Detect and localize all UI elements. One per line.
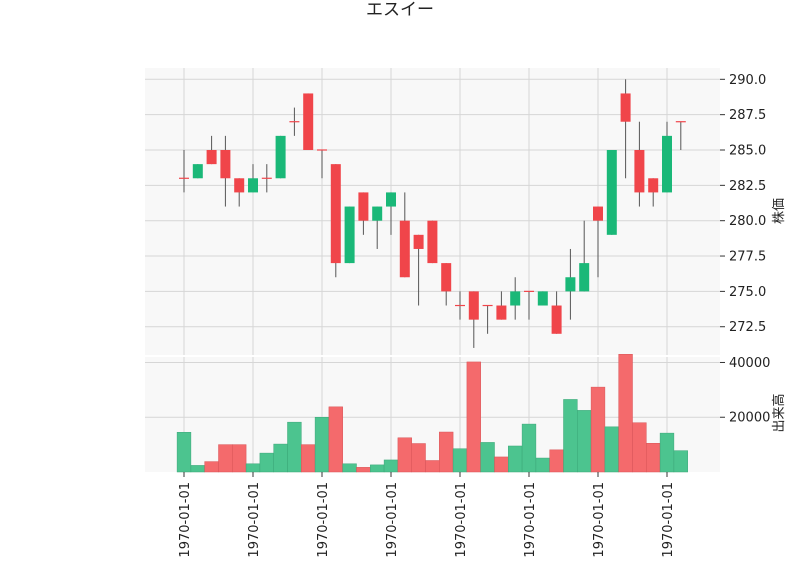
candle-body — [248, 178, 258, 193]
x-tick-label: 1970-01-01 — [454, 482, 469, 558]
volume-bar — [287, 421, 302, 473]
volume-bar — [397, 437, 412, 473]
candle-body — [303, 93, 314, 150]
x-tick-label: 1970-01-01 — [661, 482, 676, 558]
volume-bar — [590, 386, 606, 473]
volume-bar — [328, 406, 343, 473]
x-tick-label: 1970-01-01 — [316, 482, 331, 558]
volume-bar — [466, 361, 481, 473]
volume-bar — [301, 444, 316, 473]
candle-body — [510, 291, 521, 306]
price-tick-label: 280.0 — [729, 214, 766, 229]
volume-bar — [632, 422, 647, 473]
candle-body — [648, 178, 659, 193]
candle-body — [579, 263, 590, 292]
volume-bar — [176, 432, 192, 473]
volume-bar — [425, 460, 440, 473]
volume-bar — [577, 410, 592, 473]
volume-bar — [508, 445, 523, 473]
candle-body — [413, 234, 424, 249]
volume-bar — [342, 463, 357, 473]
volume-panel: 20000 40000 — [145, 354, 770, 473]
candle-body — [220, 150, 231, 179]
volume-bar — [356, 467, 371, 473]
x-tick-label: 1970-01-01 — [247, 482, 262, 558]
volume-bar — [190, 465, 205, 473]
candle-body — [662, 135, 672, 193]
candle-body — [468, 291, 479, 320]
volume-bar — [273, 443, 288, 473]
volume-bar — [646, 443, 661, 473]
volume-tick-label: 40000 — [729, 356, 770, 371]
candle-body — [358, 192, 369, 221]
volume-bar — [411, 443, 426, 473]
volume-axis-label: 出来高 — [771, 393, 787, 432]
volume-bar — [218, 444, 233, 473]
candle-body — [399, 220, 410, 278]
price-tick-label: 275.0 — [729, 285, 766, 300]
candle-body — [234, 178, 245, 193]
candle-body — [427, 220, 438, 264]
x-tick-label: 1970-01-01 — [592, 482, 607, 558]
candle-body — [551, 305, 562, 334]
volume-bar — [659, 432, 675, 473]
volume-bar — [535, 457, 550, 473]
price-tick-label: 272.5 — [729, 320, 766, 335]
volume-bar — [245, 463, 261, 473]
volume-bar — [370, 464, 385, 473]
candle-body — [386, 192, 396, 207]
candle-body — [537, 291, 548, 306]
candle-body — [330, 164, 341, 264]
volume-bar — [259, 452, 274, 473]
price-panel: 272.5 275.0 277.5 280.0 282.5 285.0 287.5 290.0 — [145, 68, 766, 355]
candle-body — [496, 305, 507, 320]
volume-bar — [604, 426, 619, 473]
volume-bar — [563, 399, 578, 473]
volume-bar — [439, 431, 454, 473]
volume-bar — [383, 459, 399, 473]
volume-bar — [232, 444, 247, 473]
price-plot-area — [145, 68, 720, 355]
price-axis-label: 株価 — [772, 198, 787, 224]
price-tick-label: 282.5 — [729, 179, 766, 194]
candle-body — [275, 135, 286, 179]
price-tick-label: 285.0 — [729, 144, 766, 159]
volume-bar — [480, 442, 495, 473]
x-tick-label: 1970-01-01 — [178, 482, 193, 558]
candle-body — [565, 277, 576, 292]
candle-body — [620, 93, 631, 122]
volume-bar — [549, 449, 564, 473]
candle-body — [372, 206, 383, 221]
x-tick-label: 1970-01-01 — [385, 482, 400, 558]
volume-bar — [204, 461, 219, 473]
price-tick-label: 287.5 — [729, 108, 766, 123]
candle-body — [634, 150, 645, 193]
candle-body — [344, 206, 355, 264]
volume-bar — [314, 416, 330, 473]
volume-tick-label: 20000 — [729, 411, 770, 426]
volume-bar — [452, 448, 468, 473]
volume-bar — [521, 423, 537, 473]
candle-body — [593, 206, 603, 221]
candle-body — [441, 263, 452, 292]
candle-body — [192, 164, 203, 179]
volume-bar — [673, 450, 688, 473]
price-tick-label: 290.0 — [729, 73, 766, 88]
x-axis: 1970-01-01 1970-01-01 1970-01-01 1970-01-01… — [178, 472, 676, 558]
candle-body — [206, 150, 217, 165]
candle-body — [606, 150, 617, 235]
volume-bar — [618, 354, 633, 473]
price-tick-label: 277.5 — [729, 250, 766, 265]
volume-bar — [494, 456, 509, 473]
chart-title: エスイー — [366, 0, 434, 20]
x-tick-label: 1970-01-01 — [523, 482, 538, 558]
